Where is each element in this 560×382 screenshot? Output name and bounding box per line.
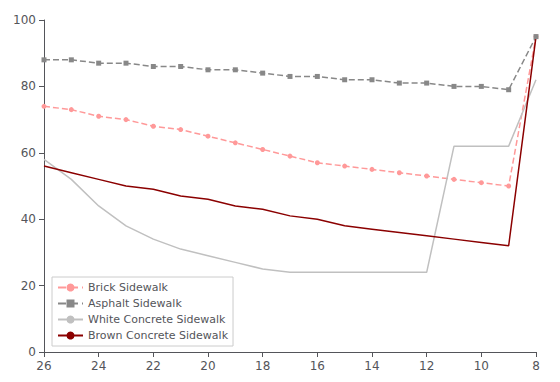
svg-text:60: 60 (21, 146, 36, 160)
svg-text:0: 0 (28, 345, 36, 359)
svg-text:100: 100 (13, 13, 36, 27)
svg-text:White Concrete Sidewalk: White Concrete Sidewalk (88, 313, 226, 326)
svg-text:80: 80 (21, 79, 36, 93)
svg-text:40: 40 (21, 212, 36, 226)
svg-text:8: 8 (532, 359, 540, 373)
svg-text:16: 16 (310, 359, 325, 373)
svg-text:26: 26 (36, 359, 51, 373)
svg-text:20: 20 (200, 359, 215, 373)
svg-text:12: 12 (419, 359, 434, 373)
svg-text:10: 10 (474, 359, 489, 373)
svg-text:Asphalt Sidewalk: Asphalt Sidewalk (88, 297, 182, 310)
svg-text:Brick Sidewalk: Brick Sidewalk (88, 281, 169, 294)
svg-text:22: 22 (146, 359, 161, 373)
svg-text:20: 20 (21, 279, 36, 293)
svg-text:Brown Concrete Sidewalk: Brown Concrete Sidewalk (88, 329, 229, 342)
svg-text:18: 18 (255, 359, 270, 373)
svg-text:24: 24 (91, 359, 106, 373)
svg-text:14: 14 (364, 359, 379, 373)
